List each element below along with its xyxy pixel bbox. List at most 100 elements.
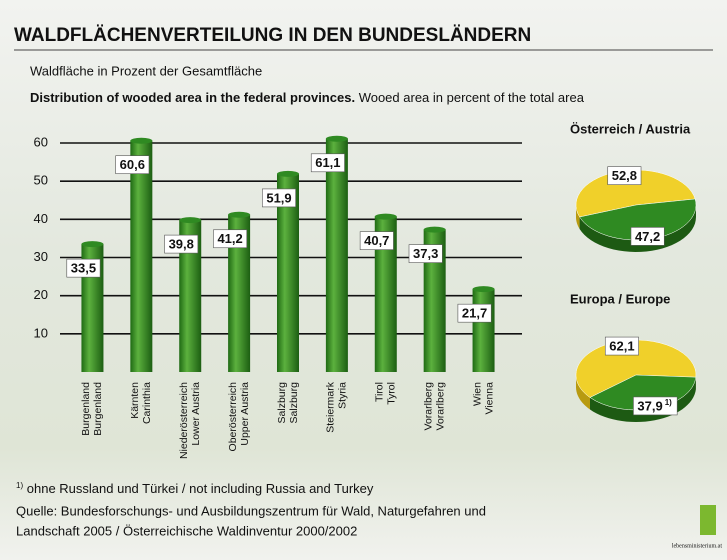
value-label-group: 51,9	[262, 188, 296, 208]
footnote-marker: 1)	[16, 481, 23, 490]
pie-side	[579, 205, 696, 252]
x-tick-label-en: Vienna	[483, 382, 495, 415]
value-label-box	[213, 229, 248, 249]
bar	[472, 289, 495, 372]
value-label-box	[633, 396, 678, 416]
title: WALDFLÄCHENVERTEILUNG IN DEN BUNDESLÄNDE…	[14, 25, 531, 46]
x-tick-label: Tirol	[374, 382, 386, 402]
value-label: 37,3	[413, 246, 438, 261]
subtitle-en: Distribution of wooded area in the feder…	[30, 90, 585, 105]
value-label: 51,9	[266, 190, 291, 205]
value-label-group: 21,7	[457, 303, 492, 323]
value-label-group: 40,7	[359, 231, 394, 250]
value-label-note: 1)	[665, 398, 672, 407]
value-label: 61,1	[315, 155, 340, 170]
footnote-text: ohne Russland und Türkei / not including…	[27, 481, 374, 496]
value-label-group: 62,1	[604, 336, 639, 356]
x-tick-label-en: Lower Austria	[190, 382, 202, 446]
value-label: 47,2	[635, 229, 660, 244]
bar	[130, 140, 153, 372]
value-label-box	[66, 258, 101, 278]
pie-side	[576, 375, 590, 410]
pie-title: Europa / Europe	[570, 291, 670, 306]
bar-top	[228, 211, 251, 218]
value-label-group: 47,2	[630, 227, 665, 246]
value-label-group: 41,2	[213, 229, 248, 249]
bar-top	[325, 135, 348, 142]
x-tick-label: Kärnten	[129, 382, 141, 419]
x-tick-label-en: Styria	[337, 382, 349, 409]
y-tick-label: 20	[34, 287, 48, 302]
pie-side	[576, 205, 580, 229]
value-label-group: 37,3	[408, 244, 443, 263]
value-label-box	[359, 231, 394, 250]
x-tick-label: Steiermark	[325, 381, 337, 433]
value-label-box	[115, 155, 150, 175]
bar-top	[81, 241, 104, 248]
bar	[277, 173, 299, 372]
footnote: 1) ohne Russland und Türkei / not includ…	[16, 481, 374, 496]
x-tick-label-en: Tyrol	[386, 382, 398, 405]
value-label: 62,1	[609, 339, 634, 354]
value-label: 52,8	[612, 168, 637, 183]
value-label: 41,2	[217, 231, 242, 246]
bar-top	[179, 217, 202, 224]
logo-text: lebensministerium.at	[672, 543, 722, 549]
source-line: Quelle: Bundesforschungs- und Ausbildung…	[16, 503, 486, 518]
bar-top	[423, 226, 446, 233]
bar	[179, 220, 202, 372]
value-label: 37,9	[637, 398, 662, 413]
x-tick-label: Wien	[471, 382, 483, 406]
bar	[325, 138, 348, 372]
x-tick-label: Salzburg	[276, 382, 288, 424]
x-tick-label-en: Upper Austria	[239, 382, 251, 446]
value-label-group: 60,6	[115, 155, 150, 175]
logo-mark	[700, 505, 716, 535]
pie-title: Österreich / Austria	[570, 121, 691, 136]
value-label: 60,6	[120, 157, 145, 172]
x-tick-label: Niederösterreich	[178, 382, 190, 459]
bar-top	[277, 170, 299, 177]
bar-top	[130, 137, 153, 144]
bar-top	[472, 286, 495, 293]
value-label-box	[604, 336, 639, 356]
x-tick-label: Vorarlberg	[422, 382, 434, 431]
value-label-group: 37,9 1)	[633, 396, 678, 416]
value-label-group: 39,8	[164, 234, 199, 254]
subtitle-en-rest: Wooed area in percent of the total area	[359, 90, 585, 105]
y-tick-label: 60	[34, 134, 48, 149]
value-label-group: 52,8	[607, 166, 642, 185]
subtitle: Waldfläche in Prozent der Gesamtfläche	[30, 63, 262, 78]
source-line: Landschaft 2005 / Österreichische Waldin…	[16, 523, 357, 538]
y-tick-label: 50	[34, 173, 48, 188]
subtitle-en-bold: Distribution of wooded area in the feder…	[30, 90, 355, 105]
x-tick-label: Burgenland	[80, 382, 92, 436]
bar	[374, 216, 397, 372]
x-tick-label-en: Vorarlberg	[434, 382, 446, 431]
value-label-box	[607, 166, 642, 185]
value-label: 21,7	[462, 306, 487, 321]
bar-top	[374, 213, 397, 220]
value-label-box	[630, 227, 665, 246]
value-label: 40,7	[364, 233, 389, 248]
x-tick-label-en: Salzburg	[288, 382, 300, 424]
value-label-box	[164, 234, 199, 254]
value-label-box	[262, 188, 296, 208]
y-tick-label: 30	[34, 249, 48, 264]
value-label-box	[408, 244, 443, 263]
x-tick-label-en: Burgenland	[92, 382, 104, 436]
bar	[228, 214, 251, 372]
value-label-box	[457, 303, 492, 323]
value-label: 33,5	[71, 261, 96, 276]
x-tick-label-en: Carinthia	[141, 382, 153, 424]
bar	[423, 229, 446, 372]
value-label-box	[310, 153, 345, 173]
value-label-group: 61,1	[310, 153, 345, 173]
value-label: 39,8	[169, 237, 194, 252]
y-tick-label: 40	[34, 211, 48, 226]
value-label-group: 33,5	[66, 258, 101, 278]
y-tick-label: 10	[34, 325, 48, 340]
x-tick-label: Oberösterreich	[227, 382, 239, 452]
